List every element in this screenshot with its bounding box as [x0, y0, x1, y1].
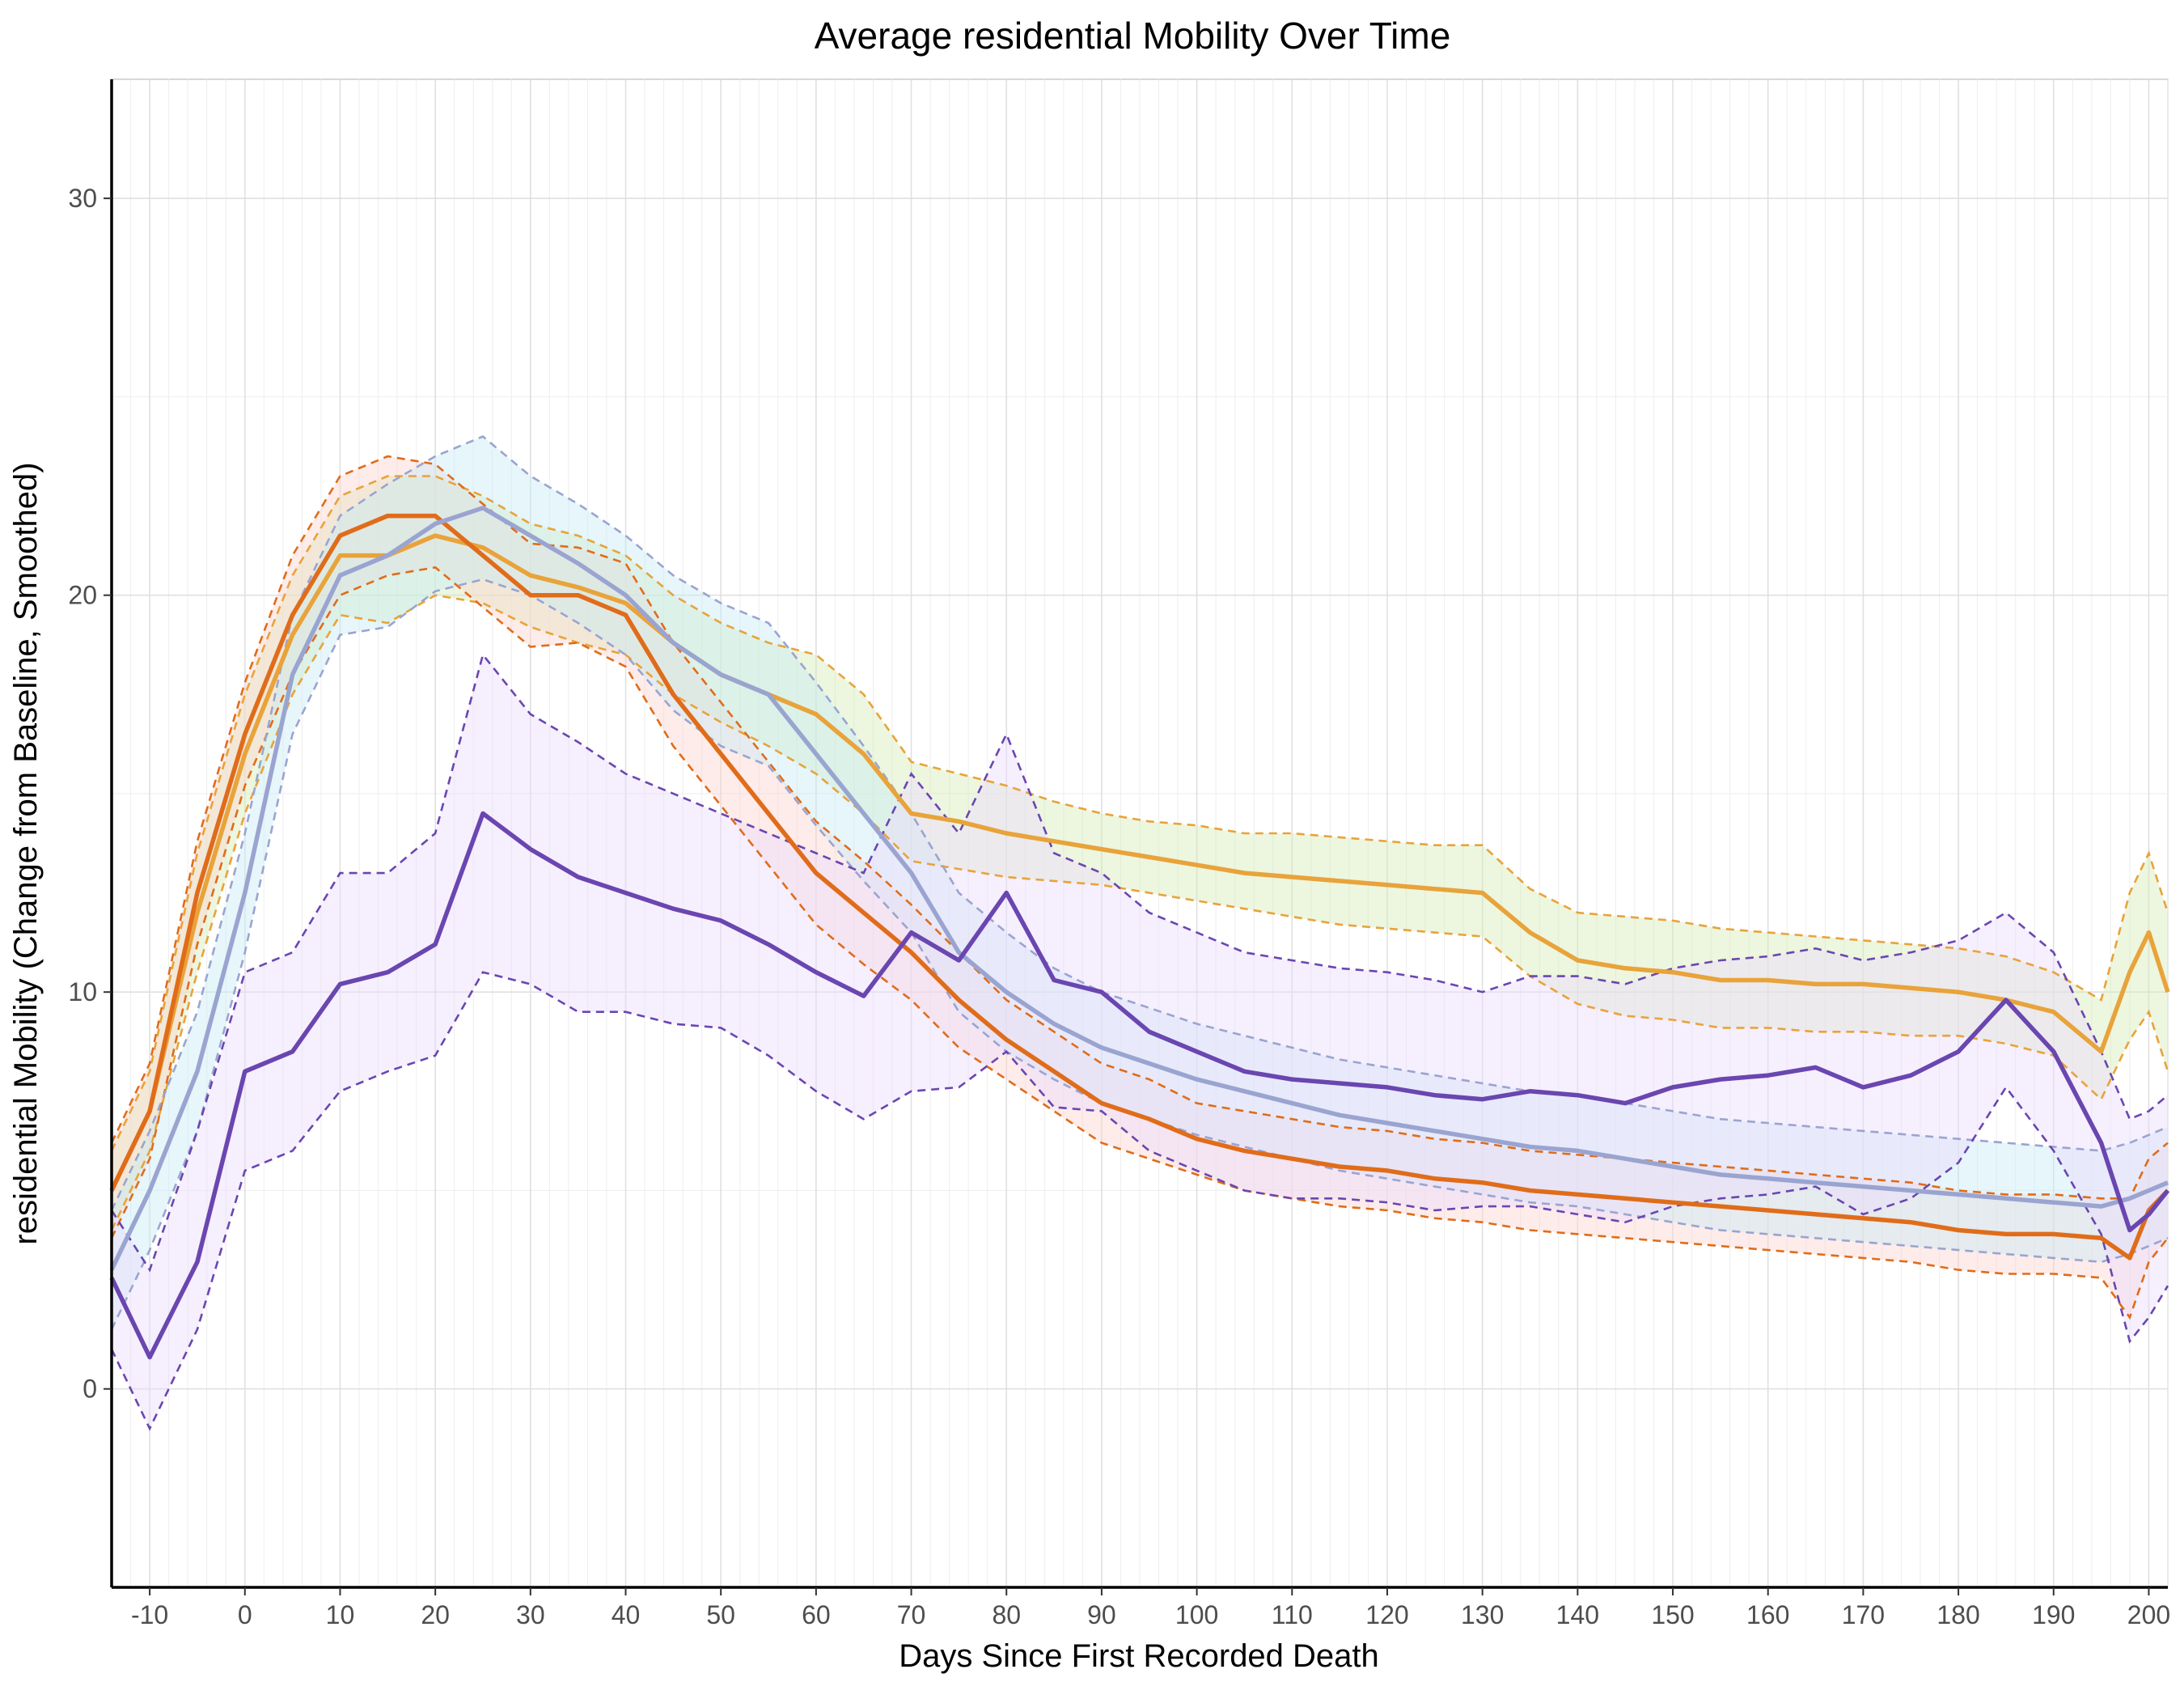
y-tick-label: 20: [68, 581, 97, 610]
x-tick-label: -10: [131, 1600, 168, 1629]
y-tick-label: 30: [68, 184, 97, 213]
series-1-lower-line: [110, 566, 2169, 1320]
series-3-band: [112, 655, 2168, 1429]
series-lines: [109, 434, 2170, 1431]
x-tick-label: 30: [516, 1600, 545, 1629]
x-tick-label: 60: [802, 1600, 831, 1629]
x-tick-label: 90: [1087, 1600, 1116, 1629]
series-1-upper-line: [110, 455, 2169, 1200]
axes: [110, 79, 2168, 1589]
series-0-lower-line: [110, 594, 2169, 1231]
x-tick-label: 140: [1556, 1600, 1599, 1629]
x-tick-label: 70: [897, 1600, 926, 1629]
y-tick-label: 10: [68, 977, 97, 1006]
x-tick-label: 10: [326, 1600, 355, 1629]
x-axis-ticks: -10 0 10 20 30 40 50 60 70 80 90 100 110 120 130 140 150…: [131, 1587, 2170, 1629]
y-axis-label: residential Mobility (Change from Baseli…: [8, 462, 44, 1244]
x-tick-label: 120: [1365, 1600, 1408, 1629]
series-0-band: [112, 476, 2168, 1231]
x-tick-label: 50: [706, 1600, 735, 1629]
x-tick-label: 40: [612, 1600, 641, 1629]
x-tick-label: 110: [1272, 1600, 1313, 1629]
series-1-mean-line: [109, 513, 2169, 1260]
x-tick-label: 180: [1936, 1600, 1979, 1629]
series-2-upper-line: [110, 434, 2169, 1211]
x-tick-label: 160: [1746, 1600, 1789, 1629]
series-2-band: [112, 436, 2168, 1330]
x-tick-label: 190: [2032, 1600, 2075, 1629]
x-tick-label: 80: [992, 1600, 1021, 1629]
x-tick-label: 0: [238, 1600, 252, 1629]
x-tick-label: 20: [421, 1600, 450, 1629]
chart-title: Average residential Mobility Over Time: [815, 15, 1451, 57]
x-tick-label: 100: [1175, 1600, 1218, 1629]
x-tick-label: 200: [2127, 1600, 2170, 1629]
x-tick-label: 150: [1651, 1600, 1694, 1629]
series-3-upper-line: [110, 652, 2169, 1273]
y-axis-ticks: 0 10 20 30: [68, 184, 112, 1404]
x-axis-label: Days Since First Recorded Death: [899, 1638, 1379, 1674]
series-0-mean-line: [109, 533, 2170, 1192]
y-tick-label: 0: [83, 1375, 97, 1404]
series-3-mean-line: [109, 811, 2170, 1360]
x-tick-label: 170: [1842, 1600, 1885, 1629]
series-3-lower-line: [110, 971, 2169, 1431]
series-2-mean-line: [109, 506, 2169, 1271]
x-tick-label: 130: [1461, 1600, 1504, 1629]
